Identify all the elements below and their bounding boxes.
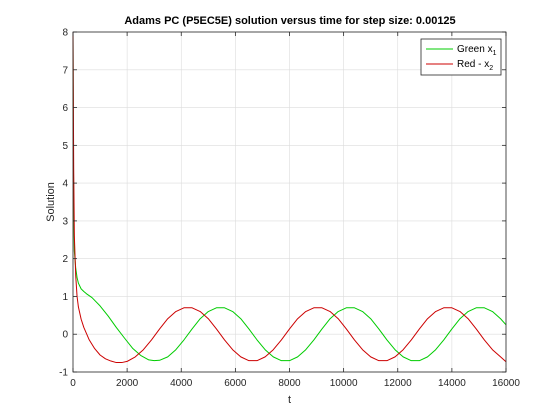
chart-title: Adams PC (P5EC5E) solution versus time f… [124,15,455,27]
y-axis-label: Solution [45,182,57,222]
legend-entry-red-subscript: 2 [489,65,493,72]
y-tick-label: 6 [62,103,68,114]
series-line-green-x1 [72,31,507,362]
y-tick-label: 7 [62,65,68,76]
x-tick-labels: 0 2000 4000 6000 8000 10000 12000 14000 16000 [70,378,520,389]
x-tick-label: 16000 [492,378,520,389]
series-layer [72,31,507,364]
legend-box [420,38,502,76]
y-tick-label: 0 [62,330,68,341]
legend-entry-green-label: Green x [457,44,493,55]
x-tick-label: 4000 [170,378,193,389]
ticks [72,31,507,373]
legend: Green x1 Red - x2 [420,38,502,76]
x-tick-label: 14000 [438,378,466,389]
y-tick-label: 2 [62,254,68,265]
y-tick-label: 3 [62,216,68,227]
x-axis-label: t [288,394,291,406]
y-tick-label: 1 [62,292,68,303]
plot-area [72,31,507,373]
x-tick-label: 2000 [116,378,139,389]
series-line-red-x2 [72,31,507,364]
y-tick-label: 4 [62,179,68,190]
y-tick-labels: -1 0 1 2 3 4 5 6 7 8 [59,28,68,379]
legend-entry-red-label: Red - x [457,59,489,70]
x-tick-label: 12000 [384,378,412,389]
legend-entry-green: Green x1 [457,44,497,57]
y-tick-label: 8 [62,28,68,39]
x-tick-label: 10000 [330,378,358,389]
x-tick-label: 6000 [224,378,247,389]
legend-entry-green-subscript: 1 [493,50,497,57]
x-tick-label: 8000 [278,378,301,389]
y-tick-label: -1 [59,368,68,379]
x-tick-label: 0 [70,378,76,389]
y-tick-label: 5 [62,141,68,152]
legend-entry-red: Red - x2 [457,59,493,72]
